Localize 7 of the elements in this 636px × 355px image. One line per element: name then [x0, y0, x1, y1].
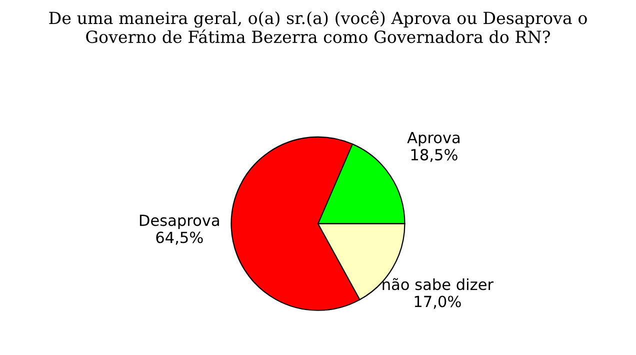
slice-label: Aprova: [407, 132, 460, 146]
slice-label: Desaprova: [140, 214, 219, 230]
chart-title: De uma maneira geral, o(a) sr.(a) (você) Aprova ou Desaprova o Governo de Fátima Bezerra como Governadora do RN?: [49, 10, 587, 44]
slice-label: não sabe dizer: [382, 278, 494, 290]
data-label: 64,5%: [156, 232, 203, 245]
data-label: 18,5%: [411, 148, 458, 162]
data-label: 17,0%: [414, 296, 461, 309]
